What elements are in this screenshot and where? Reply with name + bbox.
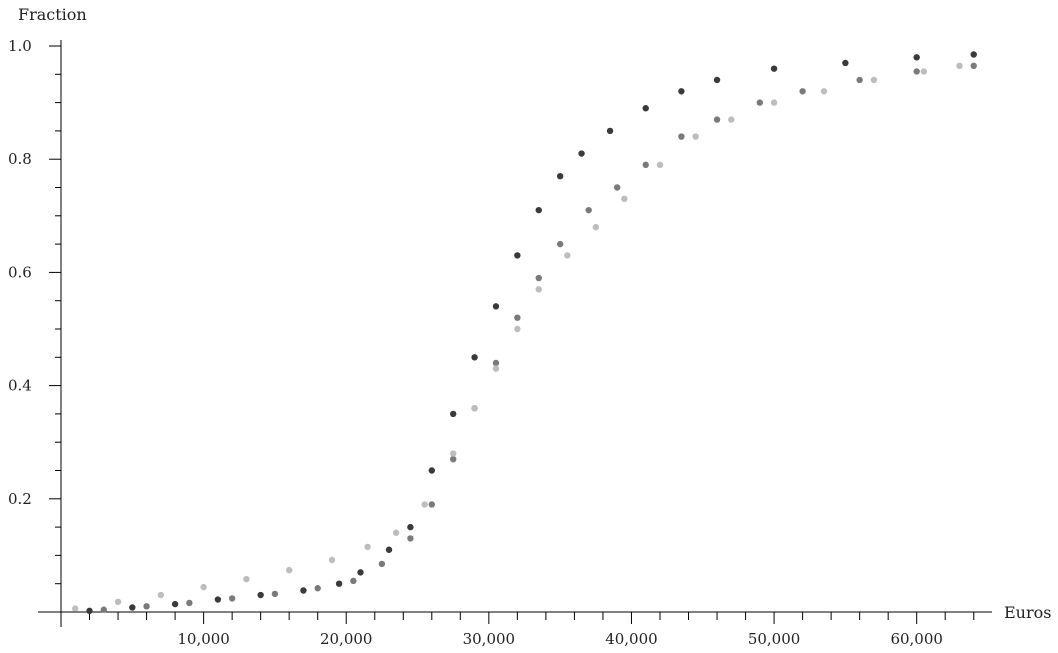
- data-point: [100, 606, 107, 613]
- data-point: [335, 580, 343, 587]
- data-point: [970, 51, 977, 58]
- data-point: [556, 240, 564, 248]
- data-point: [592, 223, 600, 231]
- series-1: [86, 51, 977, 615]
- x-tick-label: 60,000: [890, 630, 943, 648]
- data-point: [86, 607, 93, 615]
- data-point: [407, 523, 414, 531]
- data-point: [614, 184, 621, 191]
- data-point: [756, 99, 764, 106]
- data-point: [842, 59, 849, 67]
- y-tick-label: 0.4: [8, 377, 32, 395]
- data-point: [72, 605, 79, 612]
- data-point: [556, 172, 564, 180]
- series-2: [100, 62, 977, 613]
- data-point: [535, 206, 542, 214]
- data-point: [200, 583, 207, 591]
- data-point: [770, 99, 778, 106]
- data-point: [856, 76, 863, 84]
- data-point: [492, 359, 500, 367]
- data-point: [692, 133, 699, 140]
- data-point: [578, 150, 585, 157]
- data-point: [285, 566, 293, 574]
- data-point: [243, 575, 250, 583]
- data-point: [535, 274, 542, 282]
- data-point: [143, 603, 150, 610]
- data-point: [271, 590, 279, 598]
- data-point: [385, 546, 393, 553]
- data-point: [157, 591, 165, 599]
- y-ticks: 0.2 0.4 0.6 0.8 1.0: [8, 37, 61, 585]
- data-point: [970, 62, 977, 70]
- data-point: [328, 556, 336, 564]
- data-point: [392, 529, 400, 536]
- data-point: [956, 62, 963, 70]
- series-3: [72, 62, 963, 612]
- data-point: [228, 595, 236, 602]
- data-point: [421, 501, 428, 508]
- data-point: [728, 116, 735, 123]
- x-tick-label: 10,000: [177, 630, 230, 648]
- data-point: [564, 252, 571, 259]
- x-tick-label: 20,000: [320, 630, 373, 648]
- data-point: [449, 410, 457, 418]
- y-tick-label: 0.8: [8, 150, 32, 168]
- data-point: [378, 560, 386, 568]
- data-point: [642, 161, 649, 169]
- data-point: [678, 133, 685, 140]
- data-point: [920, 68, 928, 75]
- data-point: [449, 450, 457, 457]
- x-tick-label: 40,000: [605, 630, 658, 648]
- data-point: [535, 286, 542, 293]
- data-point: [621, 195, 628, 203]
- data-point: [214, 596, 222, 603]
- data-point: [606, 127, 614, 135]
- data-point: [514, 325, 521, 333]
- data-point: [171, 600, 179, 608]
- data-point: [770, 65, 778, 72]
- data-point: [364, 543, 371, 551]
- data-point: [300, 587, 307, 594]
- data-point: [820, 88, 828, 95]
- x-ticks: 10,000 20,000 30,000 40,000 50,000 60,000: [89, 612, 975, 648]
- data-point: [350, 577, 357, 585]
- x-tick-label: 50,000: [748, 630, 801, 648]
- data-point: [492, 303, 500, 310]
- data-point: [449, 455, 457, 463]
- data-point: [492, 365, 500, 372]
- data-point: [585, 206, 592, 214]
- data-point: [314, 585, 321, 592]
- data-point: [913, 54, 920, 61]
- data-point: [114, 598, 122, 606]
- data-point: [186, 599, 193, 607]
- x-axis-label: Euros: [1004, 603, 1051, 622]
- data-point: [913, 68, 920, 75]
- data-point: [678, 88, 685, 95]
- axes: 10,000 20,000 30,000 40,000 50,000 60,000 0.2…: [8, 5, 1051, 648]
- data-point: [428, 467, 435, 474]
- data-point: [799, 88, 806, 95]
- y-axis-label: Fraction: [18, 5, 87, 24]
- data-point: [471, 405, 478, 412]
- data-point: [407, 535, 414, 542]
- data-points: [72, 51, 977, 615]
- y-tick-label: 0.2: [8, 490, 32, 508]
- x-tick-label: 30,000: [463, 630, 516, 648]
- data-point: [642, 105, 649, 112]
- data-point: [129, 604, 136, 611]
- data-point: [514, 314, 521, 321]
- data-point: [713, 116, 721, 123]
- y-tick-label: 0.6: [8, 263, 32, 281]
- data-point: [514, 252, 521, 259]
- data-point: [471, 354, 478, 361]
- data-point: [428, 501, 435, 508]
- data-point: [713, 76, 721, 84]
- data-point: [656, 161, 664, 169]
- data-point: [357, 569, 364, 576]
- y-tick-label: 1.0: [8, 37, 32, 55]
- data-point: [870, 76, 878, 84]
- data-point: [257, 591, 264, 599]
